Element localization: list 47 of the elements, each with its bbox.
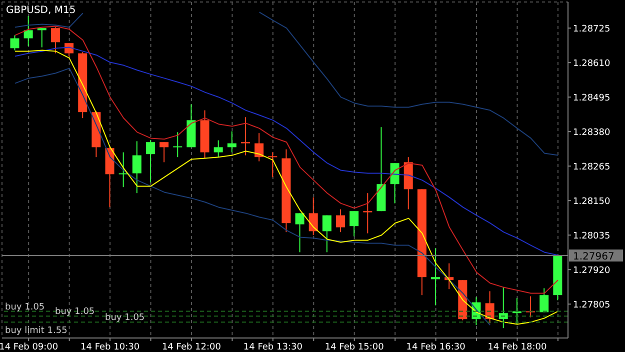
candlestick [24, 16, 33, 47]
x-tick-label: 14 Feb 15:00 [324, 342, 384, 352]
candlestick [160, 142, 169, 163]
x-tick-label: 14 Feb 16:30 [406, 342, 466, 352]
ref-line-label: buy 1.05 [55, 307, 95, 318]
x-tick-label: 14 Feb 10:30 [80, 342, 140, 352]
candlestick [390, 162, 400, 204]
chart-title: GBPUSD, M15 [6, 5, 76, 16]
candlestick [308, 196, 318, 236]
candlestick [173, 132, 182, 158]
candlestick [540, 288, 549, 313]
y-tick-label: 1.28035 [573, 231, 610, 242]
candlestick [254, 132, 264, 162]
candlestick [214, 140, 223, 158]
x-tick-label: 14 Feb 13:30 [243, 342, 303, 352]
candlestick [146, 140, 155, 183]
ref-line-label: buy 1.05 [5, 302, 45, 312]
candlestick [118, 152, 128, 188]
y-tick-label: 1.27805 [573, 300, 610, 310]
y-tick-label: 1.28150 [573, 196, 610, 207]
x-tick-label: 14 Feb 18:00 [488, 342, 548, 352]
x-tick-label: 14 Feb 09:00 [0, 342, 58, 352]
candlestick [132, 140, 142, 194]
ref-line-label: 1.27967 [573, 252, 614, 262]
y-tick-label: 1.28725 [573, 24, 610, 34]
candlestick [431, 248, 440, 306]
annotation: buy limit 1.55 [5, 326, 68, 336]
candlestick [363, 192, 372, 234]
y-tick-label: 1.28380 [573, 128, 610, 138]
candlestick [498, 286, 508, 329]
candlestick [240, 116, 250, 156]
candlestick [268, 152, 278, 178]
candlestick [322, 214, 332, 253]
y-tick-label: 1.27920 [573, 266, 610, 276]
ref-line-label: buy 1.05 [105, 313, 145, 324]
candlestick [336, 208, 345, 233]
candlestick [50, 26, 60, 54]
candlestick [227, 130, 236, 153]
x-tick-label: 14 Feb 12:00 [162, 342, 222, 352]
y-tick-label: 1.28610 [573, 58, 610, 69]
y-tick-label: 1.28265 [573, 162, 610, 172]
candlestick [64, 42, 74, 57]
candlestick [10, 34, 20, 51]
candlestick [350, 210, 359, 237]
candlestick [37, 28, 46, 48]
y-tick-label: 1.28495 [573, 93, 610, 104]
candlestick [295, 212, 304, 253]
